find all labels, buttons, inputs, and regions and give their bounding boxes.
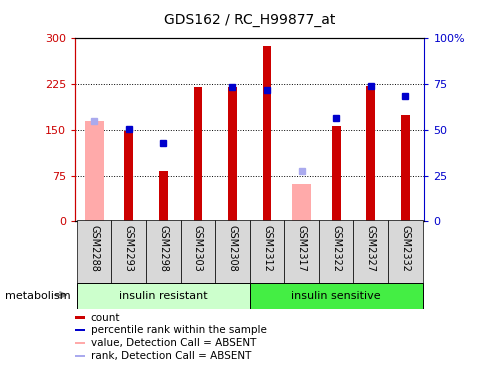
Text: GSM2327: GSM2327 (365, 225, 375, 272)
Text: value, Detection Call = ABSENT: value, Detection Call = ABSENT (91, 338, 256, 348)
Text: GSM2317: GSM2317 (296, 225, 306, 272)
Text: GSM2312: GSM2312 (261, 225, 272, 272)
Bar (77, 220, 111, 284)
Bar (159, 171, 167, 221)
Bar (75, 355, 85, 357)
Bar (111, 220, 146, 284)
Text: rank, Detection Call = ABSENT: rank, Detection Call = ABSENT (91, 351, 251, 361)
Bar (387, 220, 422, 284)
Text: GSM2288: GSM2288 (89, 225, 99, 272)
Bar (180, 220, 215, 284)
Bar (400, 115, 409, 221)
Bar (353, 220, 387, 284)
Text: insulin sensitive: insulin sensitive (291, 291, 380, 301)
Text: GSM2308: GSM2308 (227, 225, 237, 272)
Text: count: count (91, 313, 120, 322)
Text: insulin resistant: insulin resistant (119, 291, 207, 301)
Bar (85, 121, 104, 221)
Text: percentile rank within the sample: percentile rank within the sample (91, 325, 266, 335)
Text: GSM2298: GSM2298 (158, 225, 168, 272)
Text: GSM2332: GSM2332 (399, 225, 409, 272)
Bar (366, 86, 374, 221)
Bar (284, 220, 318, 284)
Text: GSM2322: GSM2322 (331, 225, 341, 272)
Bar (249, 220, 284, 284)
Text: GDS162 / RC_H99877_at: GDS162 / RC_H99877_at (164, 13, 335, 27)
Bar (75, 342, 85, 344)
Bar (75, 316, 85, 319)
Bar (193, 87, 202, 221)
Bar (146, 220, 180, 284)
Text: metabolism: metabolism (5, 291, 70, 301)
Bar (227, 87, 236, 221)
Text: GSM2303: GSM2303 (193, 225, 202, 272)
Bar (249, 283, 422, 309)
Bar (318, 220, 353, 284)
Bar (262, 46, 271, 221)
Bar (75, 329, 85, 332)
Bar (215, 220, 249, 284)
Text: GSM2293: GSM2293 (123, 225, 134, 272)
Bar (331, 126, 340, 221)
Bar (77, 283, 249, 309)
Bar (291, 184, 311, 221)
Bar (124, 131, 133, 221)
